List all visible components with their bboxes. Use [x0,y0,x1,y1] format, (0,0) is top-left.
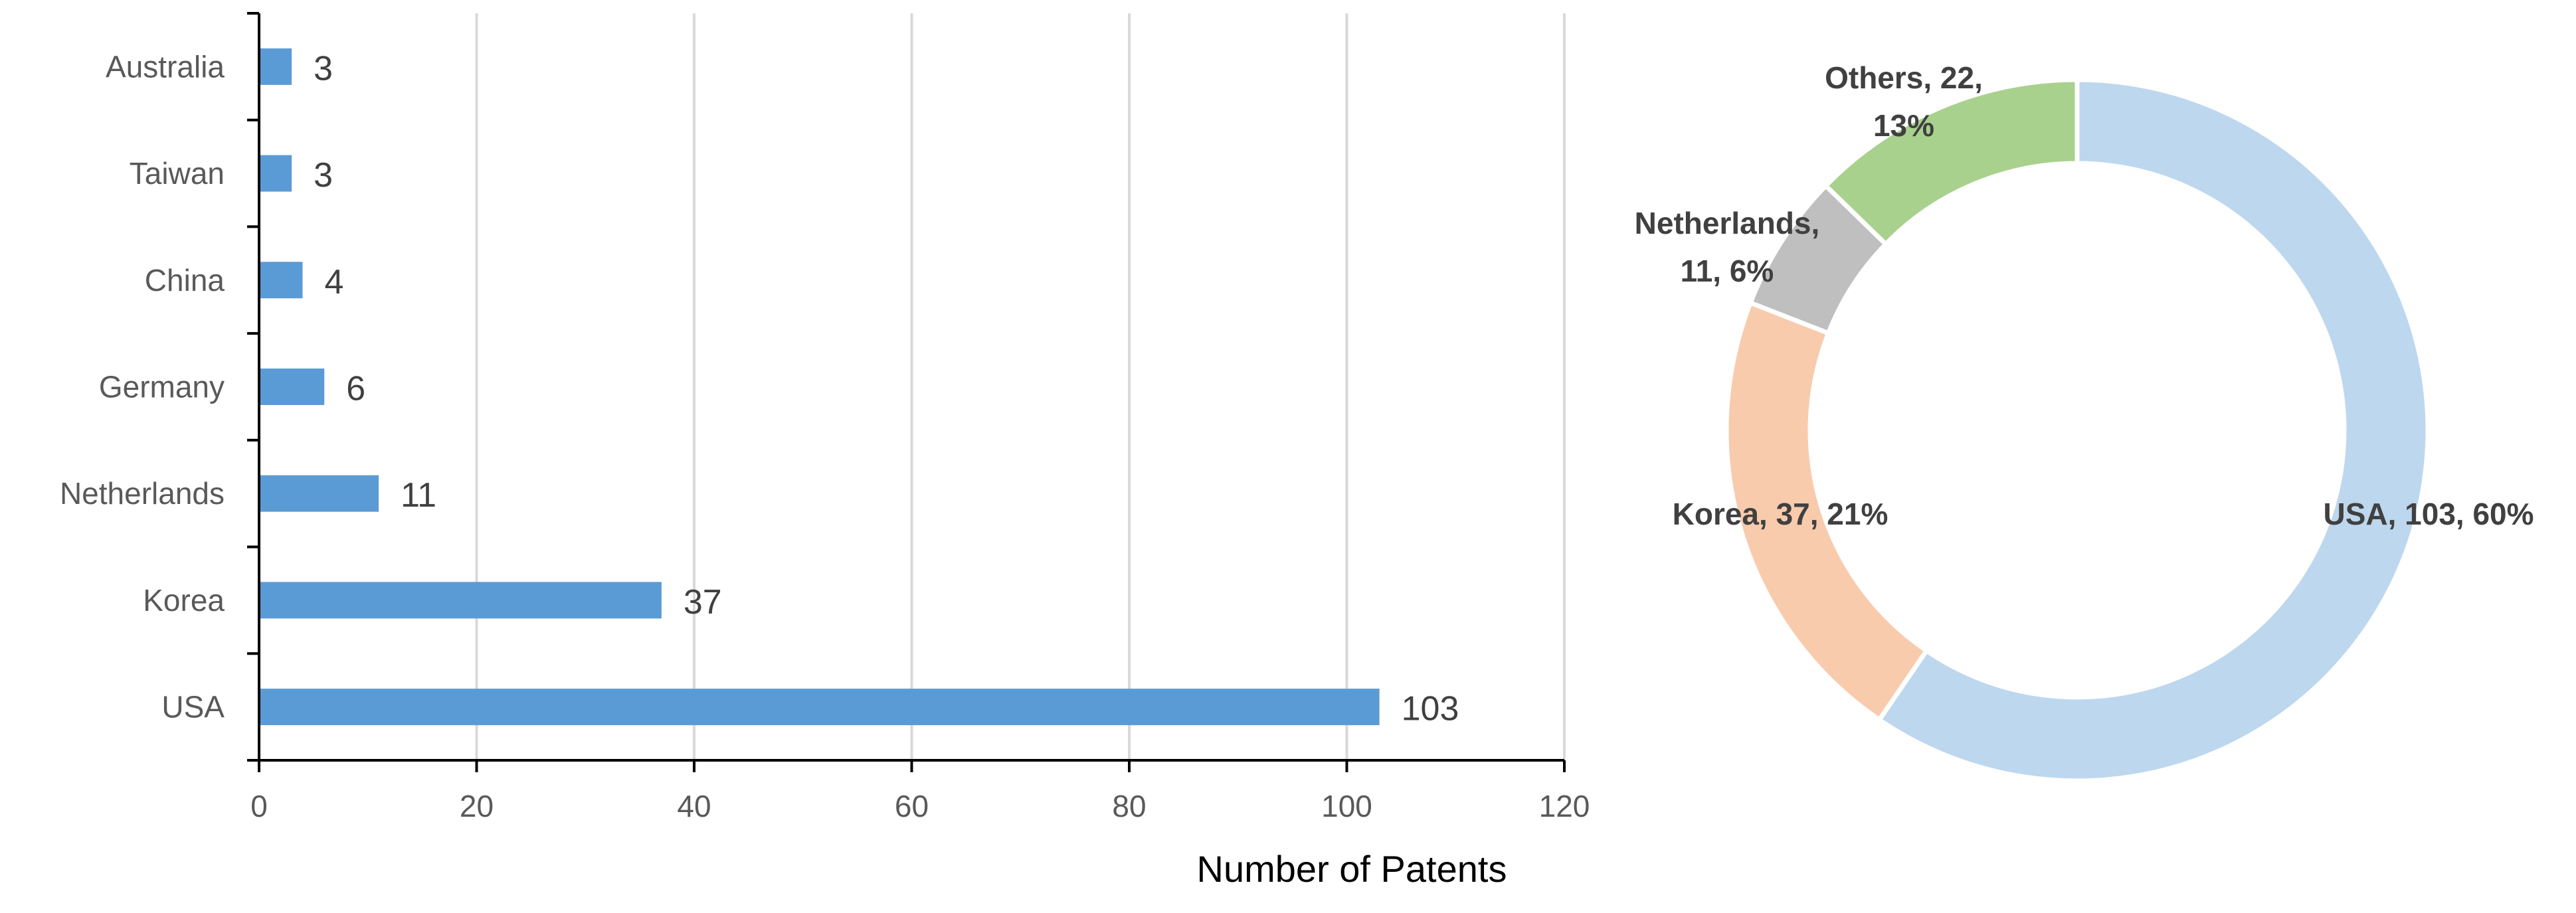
x-tick-label: 0 [250,789,268,823]
x-tick-label: 60 [895,789,929,823]
donut-label-korea: Korea, 37, 21% [1673,497,1888,531]
x-tick-label: 20 [460,789,494,823]
x-tick-label: 40 [677,789,711,823]
y-tick-label-china: China [145,263,225,297]
donut-slice-others [1822,77,2080,248]
bar-axes [247,12,1566,772]
bar-value-label-korea: 37 [684,583,722,622]
bar-usa [259,689,1380,726]
y-tick-label-usa: USA [161,690,225,724]
bar-australia [259,48,292,85]
bar-tick-labels: 0 20 40 60 80 100 120 USA Korea Netherlands German… [60,49,1590,823]
donut-label-netherlands: 11, 6% [1681,254,1774,288]
donut-slice-usa [1876,77,2431,784]
x-tick-label: 100 [1321,789,1372,823]
bar-value-label-germany: 6 [346,370,365,408]
donut-labels: USA, 103, 60% Korea, 37, 21% Netherlands, 1… [1635,60,2534,531]
x-tick-label: 120 [1539,789,1590,823]
bar-value-label-australia: 3 [314,49,333,88]
bar-value-label-china: 4 [325,263,344,301]
donut-label-usa: USA, 103, 60% [2323,497,2533,531]
bar-korea [259,582,662,619]
bar-china [259,262,303,299]
bar-value-label-taiwan: 3 [314,156,333,195]
donut-label-netherlands: Netherlands, [1635,206,1820,240]
y-tick-label-australia: Australia [106,49,225,84]
bar-value-label-netherlands: 11 [401,476,436,515]
bar-data-labels: 103 37 11 6 4 3 3 [314,49,1459,728]
y-tick-label-taiwan: Taiwan [130,156,225,191]
donut-slice-korea [1724,299,1930,723]
y-tick-label-korea: Korea [143,583,225,618]
bar-series [259,48,1380,726]
bar-netherlands [259,475,379,512]
donut-slices [1724,77,2431,784]
bar-germany [259,369,325,405]
x-tick-label: 80 [1112,789,1146,823]
x-axis-title: Number of Patents [1197,848,1507,890]
donut-label-others: 13% [1873,108,1934,143]
donut-label-others: Others, 22, [1825,60,1983,95]
donut-chart: USA, 103, 60% Korea, 37, 21% Netherlands, 1… [1635,60,2534,784]
y-tick-label-germany: Germany [99,370,225,404]
bar-chart: 0 20 40 60 80 100 120 USA Korea Netherlands German… [60,12,1590,890]
bar-grid [475,13,1566,760]
bar-value-label-usa: 103 [1402,690,1459,728]
bar-taiwan [259,155,292,192]
y-tick-label-netherlands: Netherlands [60,476,225,511]
